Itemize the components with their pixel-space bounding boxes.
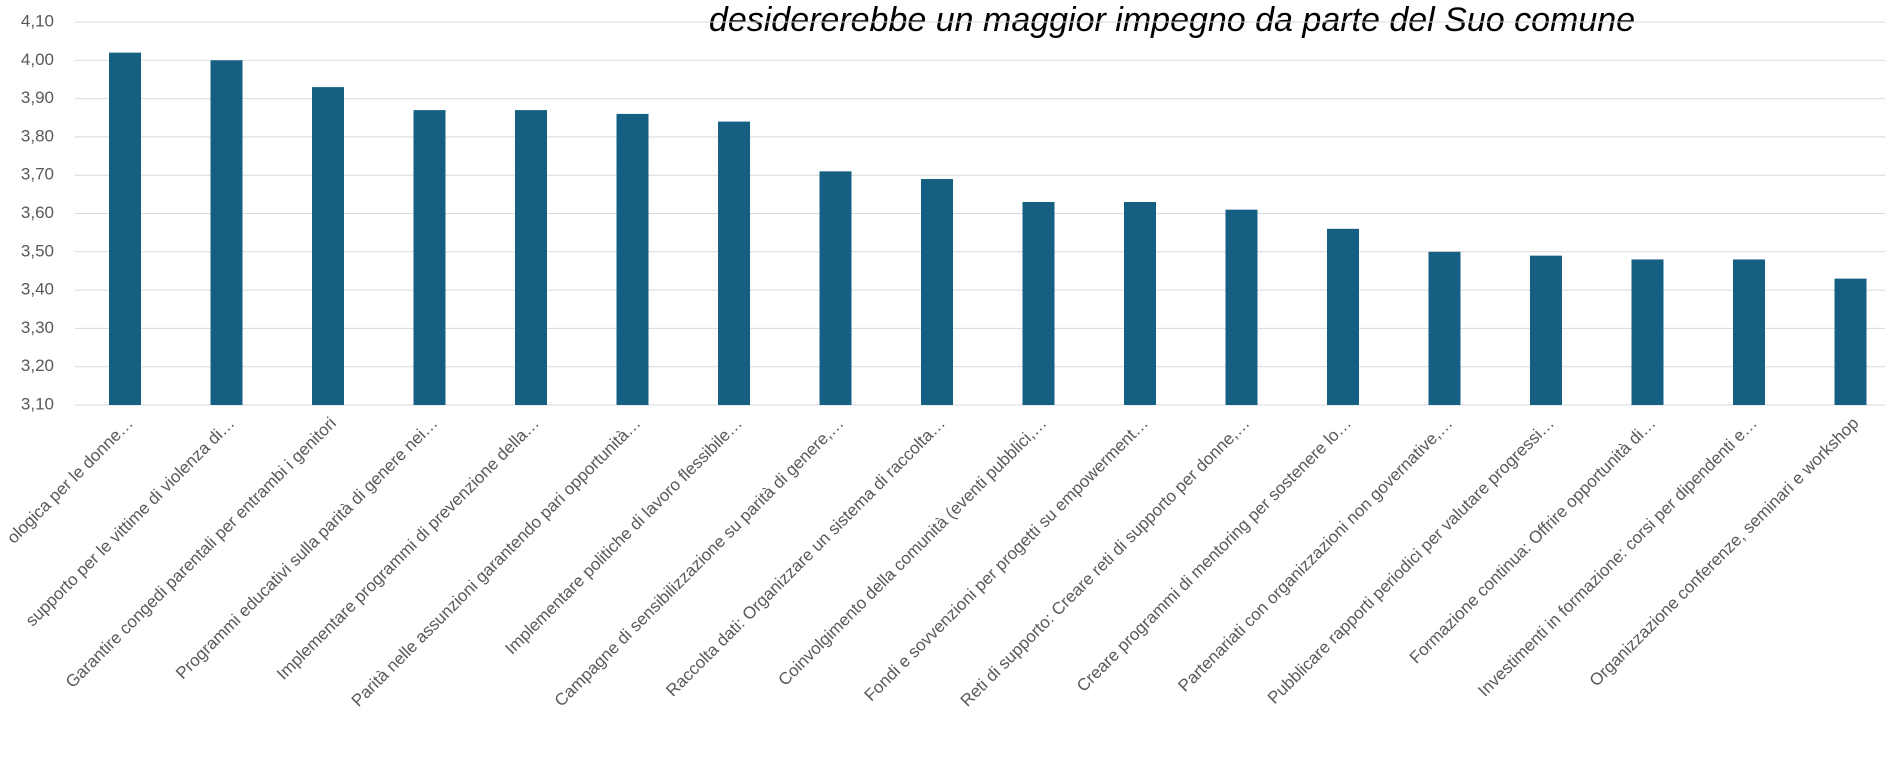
chart-title: desidererebbe un maggior impegno da part…	[709, 1, 1635, 39]
y-tick-label: 3,10	[21, 394, 54, 413]
plot: 3,10 3,20 3,30 3,40 3,50 3,60 3,70 3,80 3,90 4,00…	[3, 11, 1885, 710]
bar	[1428, 251, 1461, 405]
bar	[616, 113, 649, 406]
y-tick-label: 3,30	[21, 318, 54, 337]
y-tick-label: 4,10	[21, 11, 54, 30]
bar	[210, 60, 243, 406]
bar	[1124, 202, 1156, 405]
bar	[1530, 255, 1562, 405]
bar	[515, 110, 547, 405]
y-tick-label: 3,40	[21, 280, 54, 299]
bar	[921, 179, 953, 405]
bar	[1225, 209, 1258, 405]
bar	[1022, 202, 1055, 405]
y-tick-label: 3,80	[21, 126, 54, 145]
y-tick-label: 3,50	[21, 241, 54, 260]
bar	[109, 52, 141, 405]
y-tick-label: 4,00	[21, 50, 54, 69]
bar	[1327, 228, 1359, 405]
bar	[1631, 259, 1664, 405]
bar	[413, 110, 446, 405]
bar	[1733, 259, 1765, 405]
y-tick-label: 3,90	[21, 88, 54, 107]
x-tick-label: Implementare politiche di lavoro flessib…	[501, 414, 746, 659]
y-tick-label: 3,70	[21, 165, 54, 184]
bar	[718, 121, 750, 405]
y-tick-label: 3,20	[21, 356, 54, 375]
y-tick-label: 3,60	[21, 203, 54, 222]
x-tick-label: supporto per le vittime di violenza di…	[22, 414, 239, 631]
bar	[1834, 278, 1867, 405]
bar	[819, 171, 852, 405]
bar	[312, 87, 344, 406]
